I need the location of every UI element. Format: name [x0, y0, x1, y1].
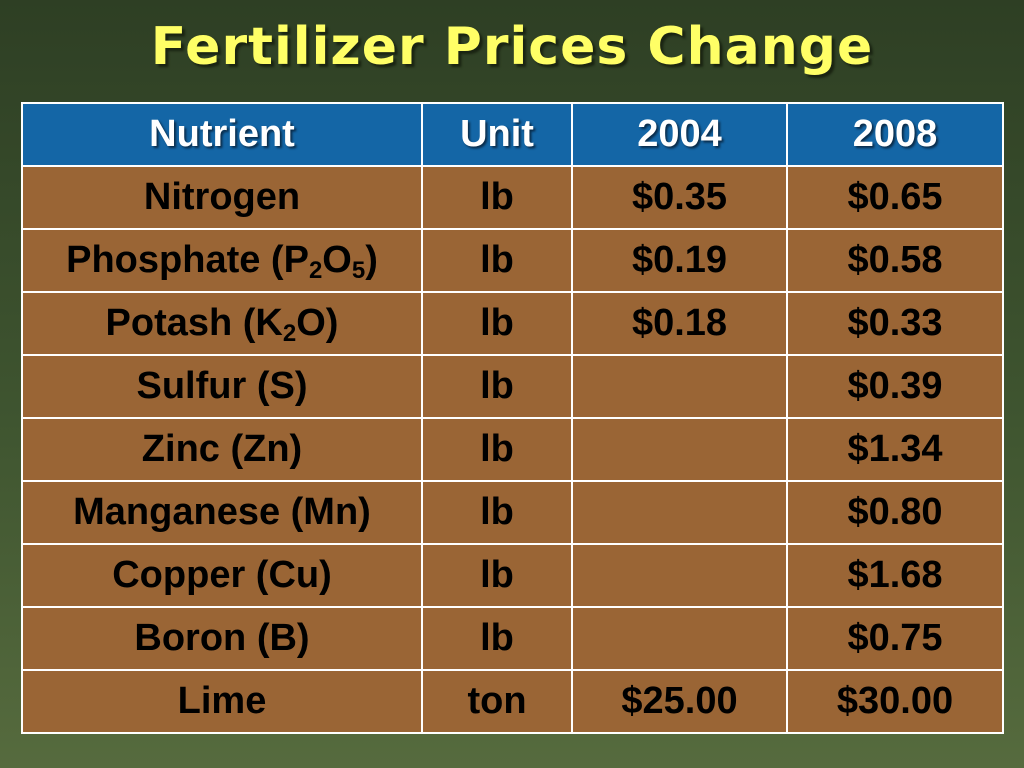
table-row: Manganese (Mn) lb $0.80	[21, 480, 1004, 545]
unit-cell: lb	[421, 480, 573, 545]
table-row: Zinc (Zn) lb $1.34	[21, 417, 1004, 482]
price-2008-cell: $0.58	[786, 228, 1004, 293]
nutrient-cell: Lime	[21, 669, 423, 734]
slide-title: Fertilizer Prices Change	[150, 17, 874, 77]
nutrient-name: Boron (B)	[134, 617, 310, 659]
nutrient-name: Nitrogen	[143, 176, 301, 218]
nutrient-cell: Phosphate (P2O5)	[21, 228, 423, 293]
nutrient-cell: Nitrogen	[21, 165, 423, 230]
price-2004-cell	[571, 417, 788, 482]
unit-cell: lb	[421, 417, 573, 482]
price-2004-cell	[571, 354, 788, 419]
price-2004-cell	[571, 606, 788, 671]
nutrient-cell: Zinc (Zn)	[21, 417, 423, 482]
nutrient-name: Sulfur (S)	[136, 365, 308, 407]
table-row: Lime ton $25.00 $30.00	[21, 669, 1004, 734]
nutrient-name: Lime	[177, 680, 267, 722]
price-2004-cell: $0.19	[571, 228, 788, 293]
header-unit: Unit	[421, 102, 573, 167]
nutrient-cell: Sulfur (S)	[21, 354, 423, 419]
nutrient-name: Manganese (Mn)	[73, 491, 371, 533]
subscript: 2	[282, 320, 297, 347]
unit-cell: lb	[421, 606, 573, 671]
subscript: 5	[351, 257, 366, 284]
nutrient-name: Potash (K	[105, 302, 283, 344]
price-2008-cell: $0.39	[786, 354, 1004, 419]
subscript: 2	[308, 257, 323, 284]
header-2004: 2004	[571, 102, 788, 167]
table-row: Nitrogen lb $0.35 $0.65	[21, 165, 1004, 230]
price-2008-cell: $0.33	[786, 291, 1004, 356]
header-2008: 2008	[786, 102, 1004, 167]
unit-cell: lb	[421, 543, 573, 608]
nutrient-name: Phosphate (P	[66, 239, 309, 281]
table-row: Boron (B) lb $0.75	[21, 606, 1004, 671]
unit-cell: ton	[421, 669, 573, 734]
price-2008-cell: $1.34	[786, 417, 1004, 482]
nutrient-cell: Potash (K2O)	[21, 291, 423, 356]
price-2008-cell: $30.00	[786, 669, 1004, 734]
nutrient-cell: Copper (Cu)	[21, 543, 423, 608]
price-2004-cell	[571, 543, 788, 608]
table-row: Phosphate (P2O5) lb $0.19 $0.58	[21, 228, 1004, 293]
nutrient-name: Copper (Cu)	[112, 554, 332, 596]
nutrient-cell: Manganese (Mn)	[21, 480, 423, 545]
header-nutrient: Nutrient	[21, 102, 423, 167]
price-2004-cell	[571, 480, 788, 545]
price-2004-cell: $0.35	[571, 165, 788, 230]
price-2004-cell: $0.18	[571, 291, 788, 356]
nutrient-name-mid: O	[322, 239, 352, 281]
nutrient-name: Zinc (Zn)	[141, 428, 303, 470]
unit-cell: lb	[421, 165, 573, 230]
unit-cell: lb	[421, 354, 573, 419]
price-2008-cell: $0.65	[786, 165, 1004, 230]
price-2008-cell: $1.68	[786, 543, 1004, 608]
price-2004-cell: $25.00	[571, 669, 788, 734]
fertilizer-price-table: Nutrient Unit 2004 2008 Nitrogen lb $0.3…	[21, 102, 1004, 734]
table-row: Potash (K2O) lb $0.18 $0.33	[21, 291, 1004, 356]
nutrient-cell: Boron (B)	[21, 606, 423, 671]
price-2008-cell: $0.80	[786, 480, 1004, 545]
price-2008-cell: $0.75	[786, 606, 1004, 671]
table-row: Sulfur (S) lb $0.39	[21, 354, 1004, 419]
nutrient-name-mid: O)	[296, 302, 339, 344]
table-header-row: Nutrient Unit 2004 2008	[21, 102, 1004, 167]
unit-cell: lb	[421, 228, 573, 293]
table-row: Copper (Cu) lb $1.68	[21, 543, 1004, 608]
unit-cell: lb	[421, 291, 573, 356]
nutrient-name-post: )	[365, 239, 378, 281]
